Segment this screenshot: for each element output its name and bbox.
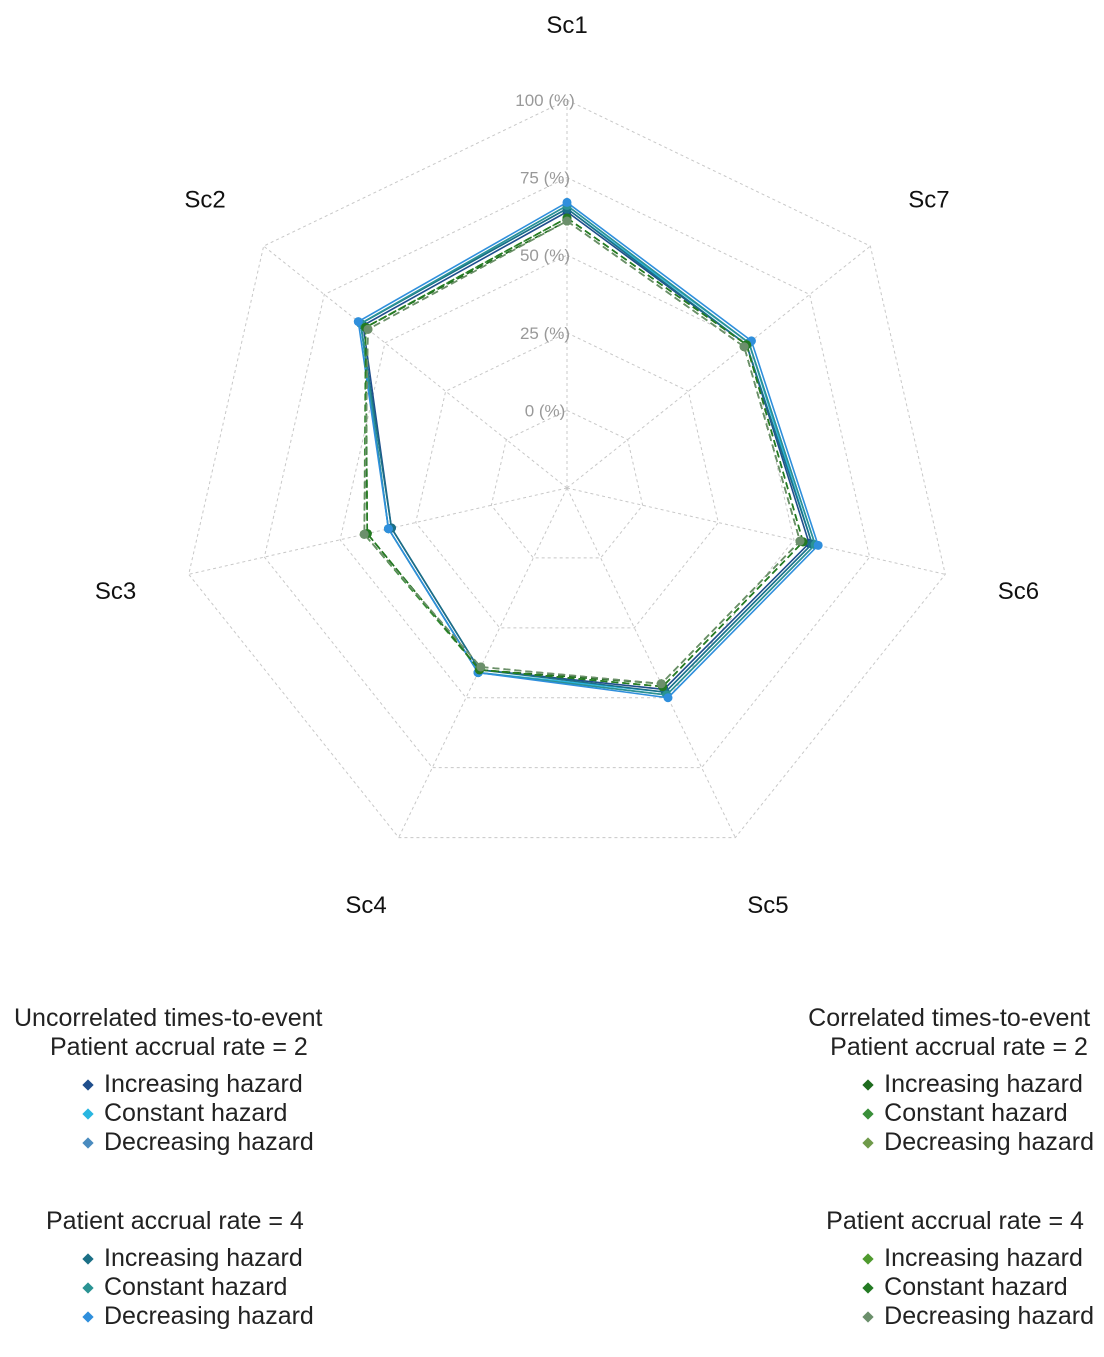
grid-ring — [263, 177, 871, 769]
legend-item: Constant hazard — [860, 1099, 1094, 1128]
legend-uncorrelated-accrual-2: Patient accrual rate = 2 — [50, 1033, 308, 1061]
axis-label: Sc4 — [345, 892, 386, 919]
legend-marker-icon — [862, 1136, 874, 1149]
legend-marker-icon — [82, 1078, 94, 1091]
radar-axis-labels: Sc1 Sc7 Sc6 Sc5 Sc4 Sc3 Sc2 — [95, 12, 1039, 919]
grid-spoke — [188, 487, 568, 575]
grid-spoke — [566, 487, 736, 838]
axis-label: Sc7 — [908, 186, 949, 213]
legend-list: Increasing hazard Constant hazard Decrea… — [808, 1244, 1094, 1331]
legend-marker-icon — [82, 1281, 94, 1294]
legend-marker-icon — [862, 1310, 874, 1323]
legend-item-label: Constant hazard — [104, 1273, 288, 1301]
legend-list: Increasing hazard Constant hazard Decrea… — [14, 1070, 322, 1157]
legend-item-label: Constant hazard — [884, 1273, 1068, 1301]
legend-item: Decreasing hazard — [860, 1128, 1094, 1157]
legend-item: Decreasing hazard — [80, 1302, 322, 1331]
grid-spoke — [398, 487, 568, 838]
series-point — [476, 662, 486, 672]
legend-uncorrelated: Uncorrelated times-to-event Patient accr… — [14, 1004, 322, 1331]
tick-label: 75 (%) — [520, 169, 570, 188]
legend-correlated-title: Correlated times-to-event — [808, 1004, 1091, 1032]
series-line — [363, 220, 801, 685]
legend-item-label: Decreasing hazard — [104, 1302, 314, 1330]
series-point — [359, 529, 369, 539]
series-line — [357, 201, 820, 699]
series-point — [383, 524, 393, 534]
legend-uncorrelated-title: Uncorrelated times-to-event — [14, 1004, 323, 1032]
series-point — [562, 197, 572, 207]
legend-marker-icon — [82, 1107, 94, 1120]
legend-marker-icon — [862, 1252, 874, 1265]
legend-item: Increasing hazard — [860, 1244, 1094, 1273]
series-point — [353, 317, 363, 327]
grid-ring — [188, 99, 946, 839]
radar-tick-labels: 0 (%) 25 (%) 50 (%) 75 (%) 100 (%) — [515, 91, 575, 420]
legend-item-label: Decreasing hazard — [884, 1128, 1094, 1156]
legend-item: Increasing hazard — [860, 1070, 1094, 1099]
legend-item: Constant hazard — [80, 1099, 322, 1128]
axis-label: Sc3 — [95, 578, 136, 605]
legend-item: Constant hazard — [80, 1273, 322, 1302]
legend-item-label: Increasing hazard — [104, 1244, 303, 1272]
legend-item-label: Increasing hazard — [884, 1244, 1083, 1272]
tick-label: 100 (%) — [515, 91, 575, 110]
series-point — [795, 536, 805, 546]
series-point — [739, 342, 749, 352]
grid-ring — [490, 409, 644, 559]
legend-item-label: Increasing hazard — [884, 1070, 1083, 1098]
series-point — [363, 324, 373, 334]
legend-item: Increasing hazard — [80, 1070, 322, 1099]
grid-spoke — [263, 245, 568, 489]
series-line — [359, 204, 817, 696]
legend-item: Constant hazard — [860, 1273, 1094, 1302]
legend-item: Decreasing hazard — [80, 1128, 322, 1157]
legend-correlated-accrual-2: Patient accrual rate = 2 — [830, 1033, 1088, 1061]
series-point — [562, 216, 572, 226]
grid-spoke — [566, 245, 871, 489]
legend-uncorrelated-accrual-4: Patient accrual rate = 4 — [46, 1207, 304, 1235]
series-point — [813, 540, 823, 550]
legend-item: Decreasing hazard — [860, 1302, 1094, 1331]
radar-grid — [188, 99, 946, 839]
tick-label: 25 (%) — [520, 324, 570, 343]
series-line — [364, 217, 804, 688]
legend-item-label: Constant hazard — [884, 1099, 1068, 1127]
legend-item-label: Decreasing hazard — [884, 1302, 1094, 1330]
legend-marker-icon — [82, 1310, 94, 1323]
grid-ring — [415, 332, 719, 629]
tick-label: 0 (%) — [525, 401, 566, 420]
tick-label: 50 (%) — [520, 246, 570, 265]
legend-marker-icon — [862, 1107, 874, 1120]
legend-marker-icon — [82, 1136, 94, 1149]
legend-item-label: Decreasing hazard — [104, 1128, 314, 1156]
legend-list: Increasing hazard Constant hazard Decrea… — [808, 1070, 1094, 1157]
legend-marker-icon — [862, 1281, 874, 1294]
legend-correlated-accrual-4: Patient accrual rate = 4 — [826, 1207, 1084, 1235]
legend-item-label: Constant hazard — [104, 1099, 288, 1127]
series-point — [656, 679, 666, 689]
axis-label: Sc1 — [546, 12, 587, 39]
axis-label: Sc5 — [747, 892, 788, 919]
legend-list: Increasing hazard Constant hazard Decrea… — [14, 1244, 322, 1331]
legend-item: Increasing hazard — [80, 1244, 322, 1273]
axis-label: Sc2 — [184, 186, 225, 213]
legend-marker-icon — [862, 1078, 874, 1091]
legend-marker-icon — [82, 1252, 94, 1265]
radar-chart: 0 (%) 25 (%) 50 (%) 75 (%) 100 (%) Sc1 Sc7 Sc6… — [95, 12, 1039, 919]
grid-spoke — [566, 487, 946, 575]
series-point — [663, 693, 673, 703]
radar-series — [353, 197, 823, 703]
axis-label: Sc6 — [998, 578, 1039, 605]
series-line — [359, 204, 817, 696]
legend-item-label: Increasing hazard — [104, 1070, 303, 1098]
legend-correlated: Correlated times-to-event Patient accrua… — [808, 1004, 1094, 1331]
